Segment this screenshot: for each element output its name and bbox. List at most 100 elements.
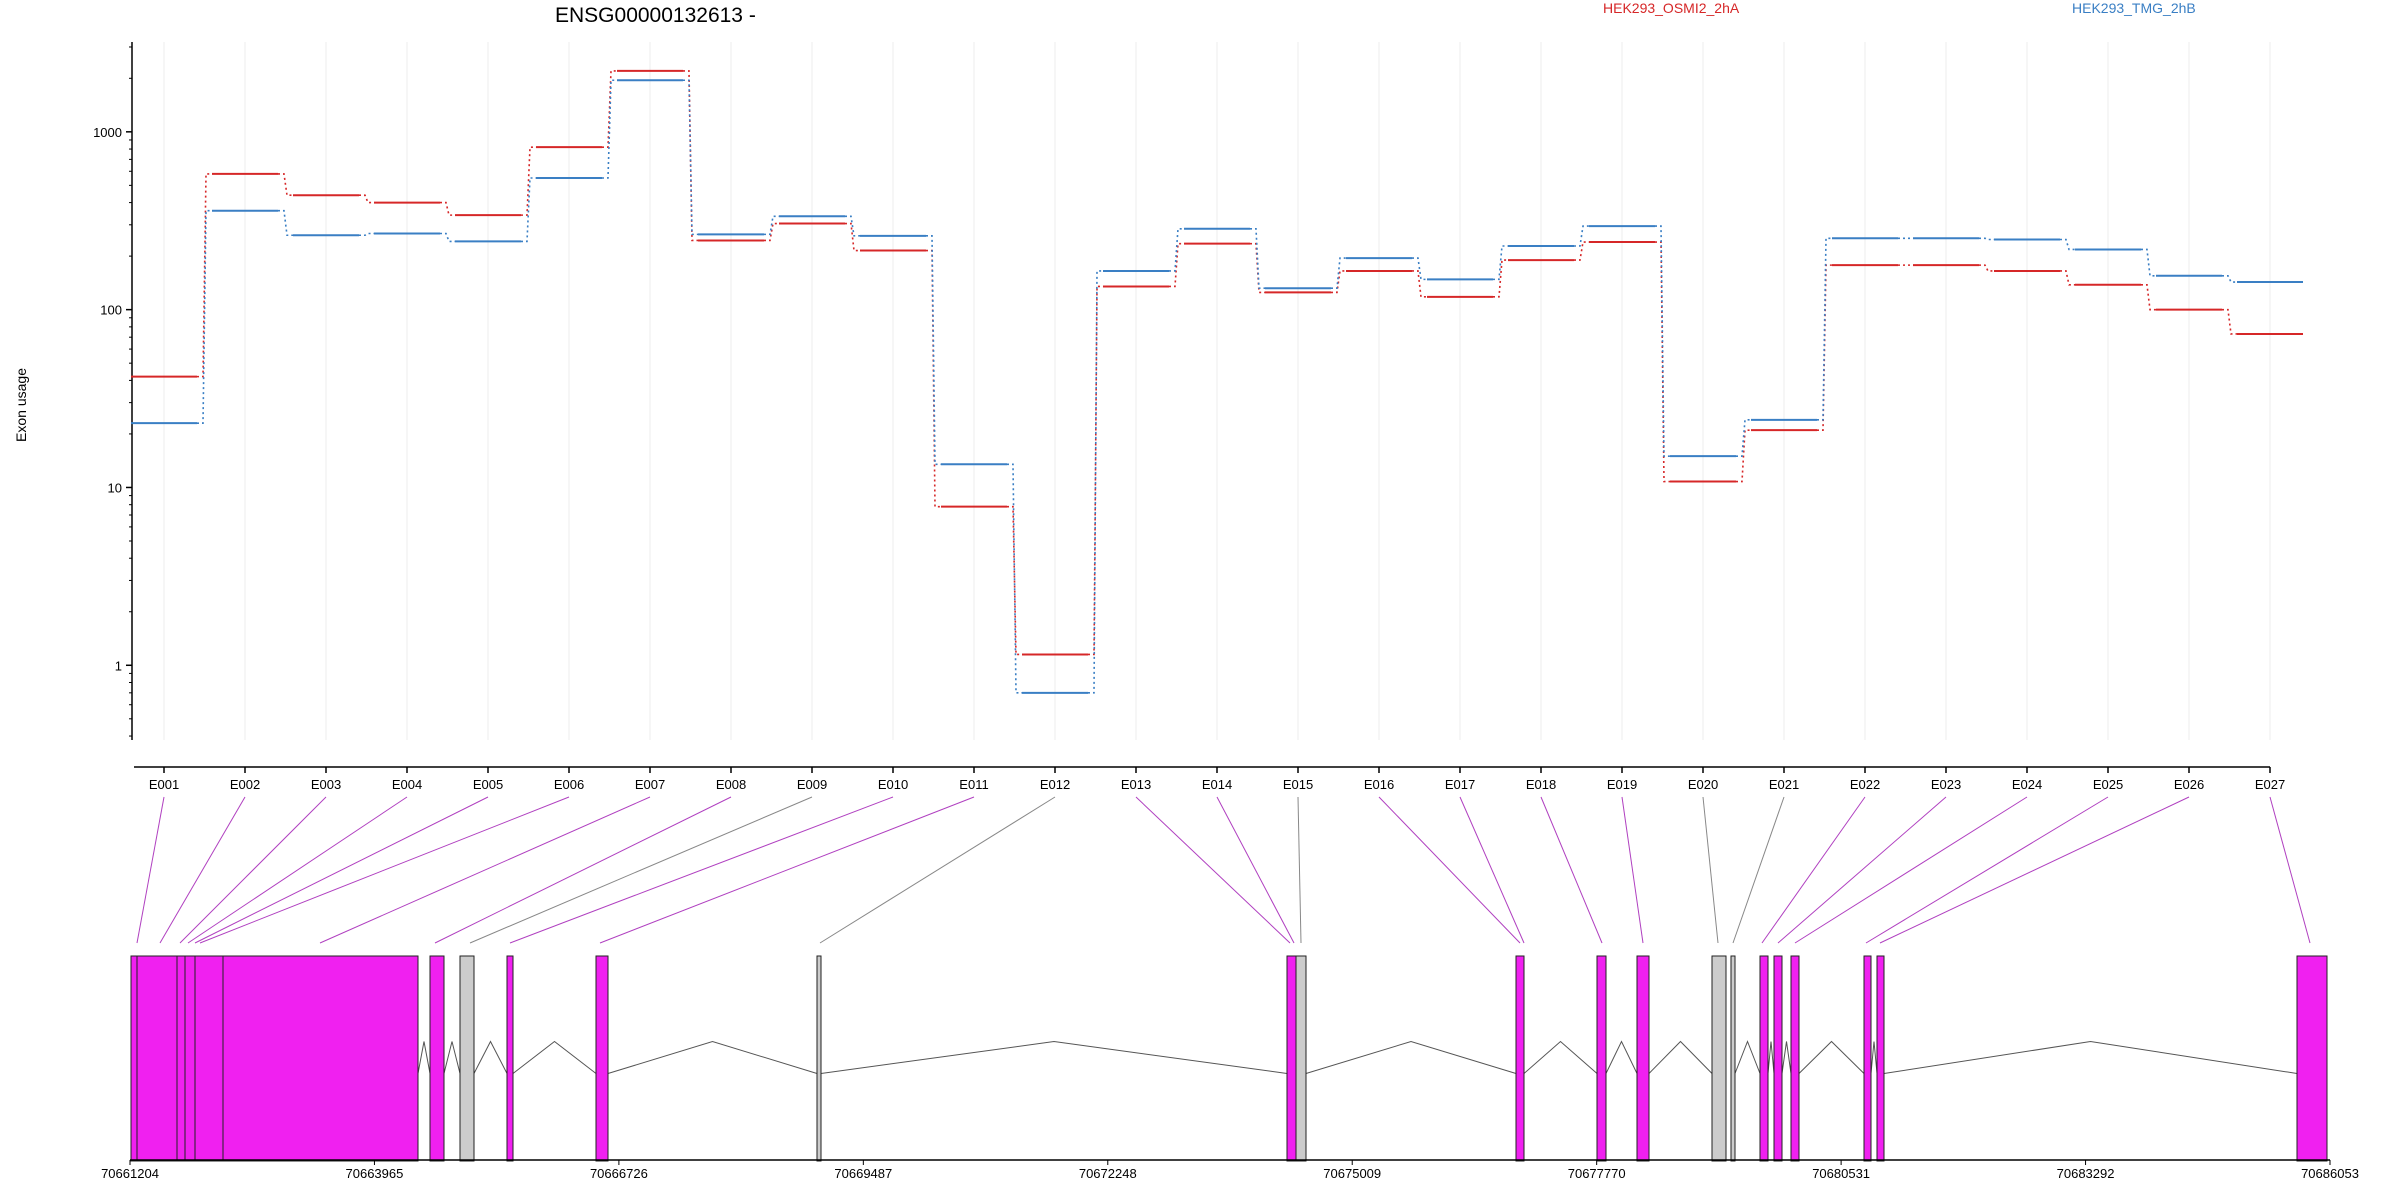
legend-entry-series-1: HEK293_OSMI2_2hA xyxy=(1603,0,1740,16)
exon-box xyxy=(816,955,822,1162)
intron-line xyxy=(473,1040,508,1074)
series-1-connector xyxy=(521,146,536,216)
exon-box xyxy=(1515,955,1525,1162)
exon-box xyxy=(1790,955,1800,1162)
connector-e001 xyxy=(136,796,165,944)
series-2-connector xyxy=(2060,238,2075,251)
series-2-connector xyxy=(1655,225,1670,457)
connector-e025 xyxy=(1865,796,2109,944)
series-1-connector xyxy=(440,201,455,216)
series-2 xyxy=(131,79,2303,694)
intron-line xyxy=(1883,1040,2298,1074)
intron-line xyxy=(512,1040,597,1074)
gene-model xyxy=(130,955,2328,1162)
genomic-tick-label: 70661204 xyxy=(101,1166,159,1181)
exon-label-e010: E010 xyxy=(878,777,908,792)
series-1-connector xyxy=(1979,264,1994,272)
exon-label-e002: E002 xyxy=(230,777,260,792)
genomic-tick-label: 70677770 xyxy=(1568,1166,1626,1181)
connector-e009 xyxy=(469,796,813,944)
genomic-tick-label: 70680531 xyxy=(1812,1166,1870,1181)
series-2-connector xyxy=(1736,419,1751,457)
exon-box xyxy=(459,955,475,1162)
exon-label-e023: E023 xyxy=(1931,777,1961,792)
exon-box xyxy=(1876,955,1885,1162)
exon-label-e015: E015 xyxy=(1283,777,1313,792)
exon-box xyxy=(2296,955,2328,1162)
exon-box xyxy=(136,955,178,1162)
connector-e004 xyxy=(187,796,408,944)
connector-e023 xyxy=(1777,796,1947,944)
connector-e003 xyxy=(179,796,327,944)
series-1-connector xyxy=(1736,429,1751,483)
series-1-connector xyxy=(359,194,374,204)
connector-e026 xyxy=(1879,796,2190,944)
y-tick-label: 10 xyxy=(108,480,122,495)
series-1-connector xyxy=(602,70,617,148)
intron-line xyxy=(1305,1040,1517,1074)
connector-e027 xyxy=(2269,796,2311,944)
series-2-connector xyxy=(1331,257,1346,290)
connector-e011 xyxy=(599,796,975,944)
intron-line xyxy=(443,1041,461,1074)
connector-e016 xyxy=(1378,796,1521,944)
connector-e006 xyxy=(199,796,570,944)
series-2-connector xyxy=(1250,227,1265,290)
intron-line xyxy=(417,1041,431,1074)
genomic-tick-label: 70669487 xyxy=(834,1166,892,1181)
genomic-axis: 70661204 70663965 70666726 70669487 70672248… xyxy=(101,1159,2359,1181)
exon-label-e025: E025 xyxy=(2093,777,2123,792)
connector-e008 xyxy=(434,796,732,944)
exon-label-e003: E003 xyxy=(311,777,341,792)
series-2-connector xyxy=(1493,245,1508,281)
exon-box xyxy=(1759,955,1769,1162)
exon-label-e008: E008 xyxy=(716,777,746,792)
exon-label-e020: E020 xyxy=(1688,777,1718,792)
series-1-connector xyxy=(2222,308,2237,335)
series-1-connector xyxy=(1331,270,1346,294)
series-1-connector xyxy=(845,222,860,252)
series-2-connector xyxy=(602,79,617,179)
series-2-connector xyxy=(1979,237,1994,241)
exon-connector-lines xyxy=(136,796,2311,944)
exon-label-e024: E024 xyxy=(2012,777,2042,792)
connector-e012 xyxy=(819,796,1056,944)
exon-label-e005: E005 xyxy=(473,777,503,792)
exon-box xyxy=(1286,955,1297,1162)
chart-title: ENSG00000132613 - xyxy=(555,4,756,27)
connector-e014 xyxy=(1216,796,1295,944)
series-1-connector xyxy=(2141,283,2156,311)
exon-label-e013: E013 xyxy=(1121,777,1151,792)
series-2-connector xyxy=(359,232,374,237)
y-tick-label: 1 xyxy=(115,658,122,673)
intron-line xyxy=(1523,1040,1598,1074)
exon-label-e018: E018 xyxy=(1526,777,1556,792)
series-2-connector xyxy=(197,209,212,424)
exon-box xyxy=(595,955,609,1162)
exon-axis: E001 E002 E003 E004 E005 E006 E007 E008 E009 E010… xyxy=(134,766,2285,792)
connector-e022 xyxy=(1761,796,1866,944)
series-2-connector xyxy=(2222,274,2237,283)
genomic-tick-label: 70666726 xyxy=(590,1166,648,1181)
exon-box xyxy=(1711,955,1727,1162)
legend-entry-series-2: HEK293_TMG_2hB xyxy=(2072,0,2196,16)
exon-box xyxy=(176,955,186,1162)
series-2-connector xyxy=(764,215,779,236)
exon-box xyxy=(1295,955,1307,1162)
connector-e007 xyxy=(319,796,651,944)
intron-line xyxy=(1605,1040,1638,1074)
series-2-connector xyxy=(2141,248,2156,277)
series-2-connector xyxy=(1088,270,1103,694)
exon-box xyxy=(1730,955,1736,1162)
series-2-connector xyxy=(278,209,293,237)
series-1-connector xyxy=(1088,285,1103,656)
intron-line xyxy=(607,1040,818,1074)
genomic-tick-label: 70672248 xyxy=(1079,1166,1137,1181)
series-1-connector xyxy=(764,222,779,242)
series-1-connector xyxy=(2060,270,2075,286)
connector-e017 xyxy=(1459,796,1525,944)
genomic-tick-label: 70663965 xyxy=(346,1166,404,1181)
intron-line xyxy=(1734,1040,1761,1074)
intron-line xyxy=(1648,1040,1713,1074)
exon-box xyxy=(1863,955,1872,1162)
